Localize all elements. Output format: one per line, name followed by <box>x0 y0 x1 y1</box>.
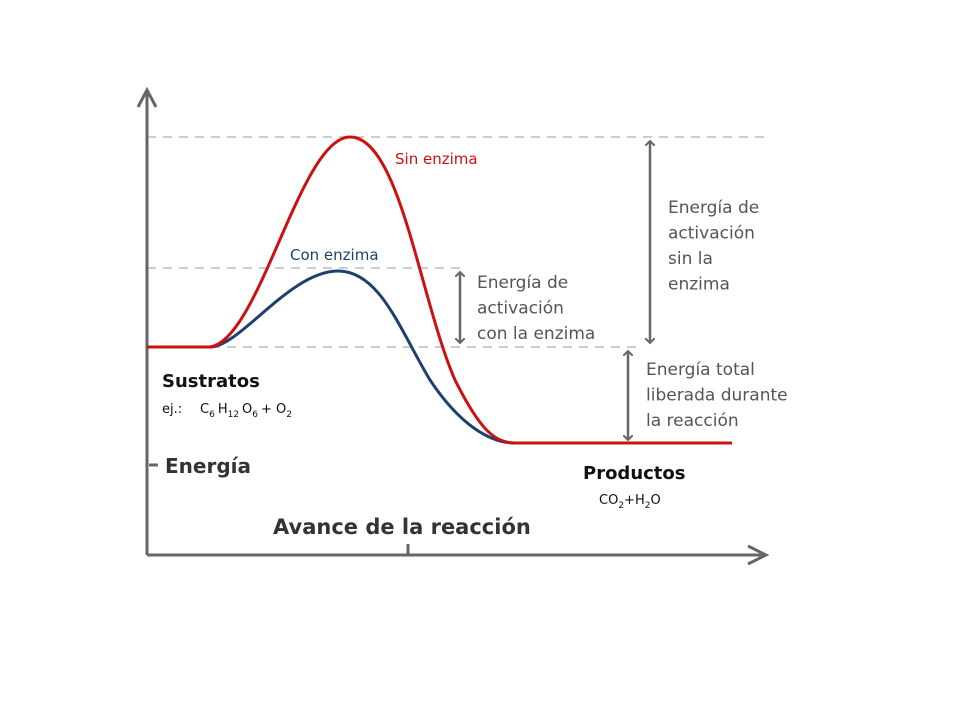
y-arrowhead <box>136 86 158 108</box>
curve-without-enzyme <box>147 135 732 445</box>
annotation-line: enzima <box>668 275 730 295</box>
curve-with-enzyme <box>147 269 516 445</box>
annotation-line: sin la <box>668 249 713 269</box>
product-formula: CO2+H2O <box>599 493 661 511</box>
guides <box>147 136 770 348</box>
annotation-line: Energía total <box>646 360 755 380</box>
products: Productos <box>583 463 686 484</box>
formula-part: CO <box>599 493 618 508</box>
arrows <box>460 141 650 440</box>
subscript: 2 <box>286 410 292 420</box>
subscript: 2 <box>645 501 651 511</box>
formula-part: H <box>218 402 228 417</box>
axes <box>136 86 770 566</box>
reactants: C6 H12 O6 + O2 <box>200 402 292 420</box>
example-prefix: ej.: <box>162 402 182 417</box>
formula-part: + O <box>261 402 286 417</box>
annotation-line: Energía de <box>668 198 759 218</box>
y-axis-label: Energía <box>165 454 251 478</box>
formula-part: +H <box>624 493 645 508</box>
annotation-line: activación <box>668 224 755 244</box>
annotation-line: Energía de <box>477 273 568 293</box>
subscript: 12 <box>228 410 239 420</box>
annotation-line: con la enzima <box>477 324 595 344</box>
annotation-line: la reacción <box>646 411 739 431</box>
subscript: 6 <box>209 410 215 420</box>
x-axis-label: Avance de la reacción <box>273 515 531 539</box>
label-without-enzyme: Sin enzima <box>395 150 478 168</box>
x-arrowhead <box>747 544 770 566</box>
label-with-enzyme: Con enzima <box>290 246 379 264</box>
substrates: Sustratos <box>162 371 260 392</box>
formula-part: C <box>200 402 209 417</box>
subscript: 6 <box>252 410 258 420</box>
annotation-line: activación <box>477 299 564 319</box>
subscript: 2 <box>618 501 624 511</box>
annotation-line: liberada durante <box>646 386 788 406</box>
formula-part: O <box>650 493 660 508</box>
formula-part: O <box>242 402 252 417</box>
